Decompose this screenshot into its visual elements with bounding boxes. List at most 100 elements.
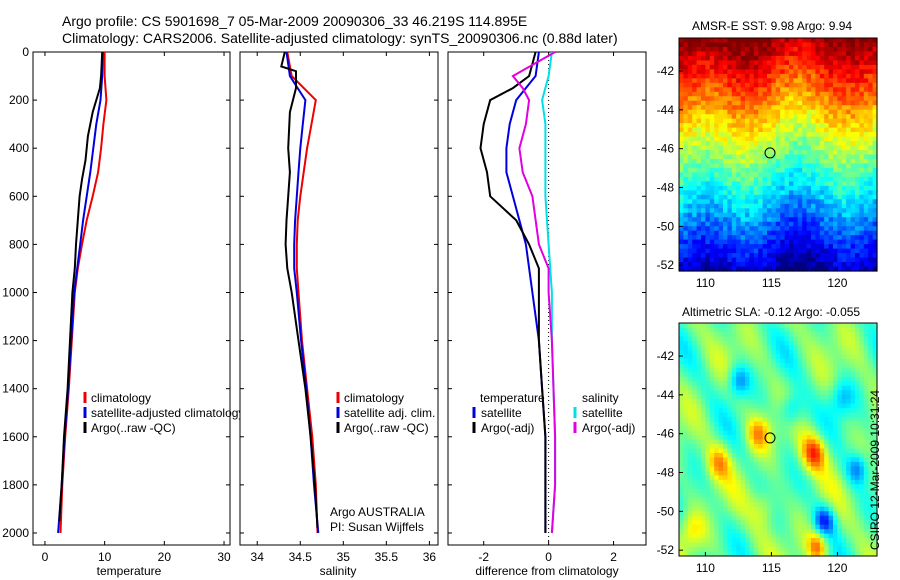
sla-map-cell	[731, 376, 737, 382]
sla-map-cell	[859, 443, 865, 450]
difference-legend: temperature satellite Argo(-adj) salinit…	[472, 391, 635, 435]
sla-map-cell	[767, 452, 772, 459]
sla-map-cell	[850, 336, 856, 342]
sla-map-cell	[806, 506, 812, 512]
sst-map-cell	[775, 248, 781, 254]
sla-map-cell	[775, 336, 781, 342]
sla-map-cell	[679, 443, 684, 450]
sst-map-cell	[736, 91, 742, 97]
sst-map-cell	[828, 226, 834, 232]
sla-map: 110 115 120-42-44-46-48-50-52	[657, 322, 878, 575]
sst-map-cell	[811, 132, 816, 138]
sst-map-cell	[731, 64, 737, 70]
sst-map-cell	[855, 82, 860, 88]
sst-map-cell	[687, 38, 693, 44]
sst-map-cell	[753, 100, 759, 106]
sla-map-cell	[855, 435, 860, 441]
sst-map-cell	[753, 91, 759, 97]
sla-map-cell	[780, 551, 786, 557]
sla-map-cell	[775, 506, 781, 512]
sst-map-cell	[718, 46, 724, 53]
sla-map-cell	[705, 358, 711, 364]
sst-map-cell	[758, 221, 764, 227]
sst-map-cell	[789, 239, 794, 245]
sla-map-cell	[736, 511, 742, 517]
sst-map-cell	[837, 181, 843, 187]
sst-map-cell	[687, 64, 693, 70]
sst-map-cell	[872, 248, 878, 254]
sla-map-cell	[797, 515, 803, 521]
sst-map-cell	[696, 105, 702, 111]
sst-map-cell	[723, 158, 728, 165]
sst-map-cell	[819, 42, 825, 48]
sst-map-cell	[802, 235, 808, 241]
sla-map-cell	[692, 345, 698, 351]
sst-map-cell	[758, 118, 764, 124]
sst-map-cell	[723, 69, 728, 75]
sla-map-cell	[767, 515, 772, 521]
sst-map-cell	[846, 199, 852, 205]
sla-map-cell	[749, 497, 755, 503]
argo-location-marker	[764, 432, 776, 444]
sst-map-cell	[872, 235, 878, 241]
sla-map-cell	[780, 376, 786, 382]
sst-map-cell	[811, 266, 816, 272]
sst-map-cell	[811, 194, 816, 200]
sst-map-cell	[723, 154, 728, 160]
sst-map-cell	[859, 167, 865, 174]
sst-map-cell	[714, 244, 720, 250]
sst-map-cell	[833, 226, 838, 232]
sst-map-cell	[850, 262, 856, 268]
sla-map-cell	[679, 331, 684, 338]
sla-map-cell	[811, 457, 816, 463]
sst-map-cell	[789, 212, 794, 218]
sst-map-cell	[815, 150, 821, 156]
sla-map-cell	[855, 372, 860, 378]
sla-map-cell	[815, 452, 821, 459]
sla-map-cell	[780, 488, 786, 494]
sla-map-cell	[762, 381, 768, 387]
sst-map-cell	[828, 163, 834, 169]
sla-map-cell	[679, 323, 684, 329]
sla-map-cell	[679, 466, 684, 472]
sst-map-cell	[815, 181, 821, 187]
sst-map-cell	[687, 55, 693, 61]
sst-map-cell	[846, 235, 852, 241]
sla-map-cell	[859, 511, 865, 517]
sst-map-cell	[736, 38, 742, 44]
sst-map-cell	[872, 172, 878, 178]
temperature-legend-argo: Argo(..raw -QC)	[91, 421, 176, 435]
sla-map-cell	[789, 399, 794, 405]
sst-map-cell	[692, 248, 698, 254]
sst-map-cell	[701, 78, 706, 84]
sst-map-cell	[837, 176, 843, 182]
sst-map-cell	[723, 190, 728, 196]
sla-map-cell	[705, 349, 711, 355]
sla-map-cell	[833, 542, 838, 548]
sla-map-cell	[736, 331, 742, 338]
sla-map-cell	[797, 394, 803, 400]
sla-map-cell	[723, 390, 728, 396]
sst-map-cell	[855, 73, 860, 79]
sst-map-cell	[868, 167, 874, 174]
sst-map-cell	[806, 226, 812, 232]
sla-map-cell	[723, 385, 728, 391]
sla-map-cell	[859, 542, 865, 548]
sla-map-cell	[705, 367, 711, 373]
sst-map-cell	[723, 217, 728, 223]
sst-map-cell	[745, 154, 750, 160]
sst-map-cell	[696, 96, 702, 102]
sla-map-cell	[709, 542, 715, 548]
sst-map-cell	[850, 185, 856, 191]
sst-map-cell	[679, 208, 684, 214]
sla-map-cell	[841, 493, 847, 499]
sla-map-cell	[714, 515, 720, 521]
sst-map-cell	[701, 51, 706, 57]
sla-map-ytick-label: -48	[657, 466, 675, 480]
sla-map-cell	[793, 385, 799, 391]
sla-map-cell	[793, 551, 799, 557]
sla-map-cell	[789, 551, 794, 557]
sla-map-cell	[736, 385, 742, 391]
sla-map-cell	[745, 363, 750, 369]
sst-map-cell	[745, 64, 750, 70]
